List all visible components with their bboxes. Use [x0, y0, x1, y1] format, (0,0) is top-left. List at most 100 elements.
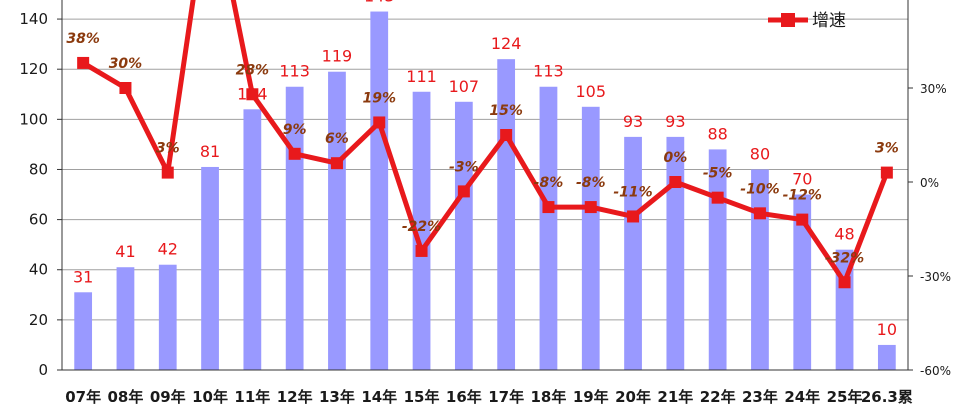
- bar: [74, 292, 93, 370]
- growth-marker: [330, 157, 343, 170]
- growth-marker: [711, 191, 724, 204]
- x-tick-label: 12年: [277, 388, 313, 406]
- x-tick-label: 09年: [150, 388, 186, 406]
- growth-label: 15%: [489, 103, 523, 119]
- growth-labels: 38% 30% 3% 28% 9% 6% 19% -22% -3% 15% -8% -8% -11% 0%…: [66, 31, 898, 266]
- growth-marker: [161, 166, 174, 179]
- bar: [624, 136, 642, 370]
- y-right-tick-label: -30%: [920, 270, 951, 284]
- axes: 0 20 40 60 80 100 120 140 -60% -30% 0% 30% 07年 08年 09年…: [19, 0, 951, 406]
- x-tick-label: 17年: [488, 388, 524, 406]
- bar-value-label: 10: [877, 320, 897, 339]
- gridlines: [62, 18, 908, 321]
- bar: [581, 106, 600, 371]
- x-tick-label: 21年: [657, 388, 693, 406]
- growth-label: -10%: [740, 181, 779, 197]
- bar: [412, 91, 431, 370]
- growth-marker: [542, 201, 555, 214]
- x-tick-label: 18年: [531, 388, 567, 406]
- x-tick-label: 11年: [234, 388, 270, 406]
- growth-marker: [838, 276, 851, 289]
- y-left-tick-label: 0: [38, 361, 48, 379]
- bar-value-label: 88: [707, 124, 727, 143]
- bar-value-label: 93: [623, 112, 643, 131]
- growth-label: -11%: [613, 184, 652, 200]
- bar-value-label: 80: [750, 144, 770, 163]
- bar: [243, 109, 262, 370]
- bar: [539, 86, 558, 370]
- legend-label: 增速: [812, 11, 846, 31]
- x-tick-label: 24年: [784, 388, 820, 406]
- growth-marker: [373, 116, 386, 129]
- bar: [201, 166, 219, 370]
- x-tick-label: 25年: [827, 388, 863, 406]
- bar-value-labels: 3141428110411311914311110712411310593938…: [73, 0, 897, 339]
- growth-line: [81, 0, 890, 285]
- bar: [116, 267, 135, 370]
- bar-value-label: 105: [575, 82, 606, 101]
- growth-label: 0%: [663, 150, 687, 166]
- growth-label: 3%: [156, 141, 180, 157]
- legend: 增速: [768, 11, 846, 31]
- growth-label: 30%: [109, 56, 143, 72]
- growth-marker: [288, 147, 301, 160]
- growth-label: 38%: [66, 31, 100, 47]
- x-tick-label: 20年: [615, 388, 651, 406]
- y-left-tick-label: 40: [29, 261, 48, 279]
- growth-label: -5%: [703, 166, 733, 182]
- y-left-tick-label: 80: [29, 160, 48, 178]
- x-tick-label: 10年: [192, 388, 228, 406]
- y-left-tick-label: 20: [29, 311, 48, 329]
- bar-value-label: 113: [533, 62, 564, 81]
- y-left-tick-label: 120: [19, 60, 48, 78]
- bar-value-label: 48: [834, 225, 854, 244]
- growth-marker: [796, 213, 809, 226]
- x-tick-label: 08年: [108, 388, 144, 406]
- growth-label: 9%: [283, 122, 307, 138]
- growth-label: -22%: [402, 219, 441, 235]
- bar-value-label: 113: [279, 62, 310, 81]
- growth-marker: [880, 166, 893, 179]
- bar-value-label: 107: [449, 77, 480, 96]
- growth-marker: [584, 201, 597, 214]
- bar: [158, 264, 177, 370]
- bar-value-label: 41: [115, 242, 135, 261]
- bar: [708, 149, 727, 370]
- growth-marker: [669, 176, 682, 188]
- growth-label: -32%: [825, 250, 864, 266]
- x-tick-label: 19年: [573, 388, 609, 406]
- growth-marker: [627, 210, 640, 223]
- growth-marker: [415, 244, 428, 257]
- bar-value-label: 93: [665, 112, 685, 131]
- growth-label: 19%: [362, 90, 396, 106]
- growth-marker: [500, 129, 513, 141]
- growth-label: -8%: [534, 175, 564, 191]
- growth-marker: [753, 207, 766, 220]
- bar: [370, 11, 389, 371]
- bar: [454, 101, 473, 370]
- bar: [666, 136, 685, 370]
- bar: [877, 344, 896, 370]
- y-right-tick-label: 30%: [920, 82, 947, 96]
- growth-label: -12%: [783, 188, 822, 204]
- growth-marker: [246, 88, 259, 101]
- y-left-tick-label: 100: [19, 110, 48, 128]
- bar: [328, 71, 346, 370]
- growth-marker: [119, 82, 132, 94]
- growth-label: 28%: [236, 62, 270, 78]
- growth-label: 3%: [875, 141, 899, 157]
- bar-value-label: 143: [364, 0, 395, 6]
- x-tick-label: 26.3累: [861, 388, 913, 406]
- bar-value-label: 31: [73, 267, 93, 286]
- growth-marker: [77, 56, 90, 69]
- growth-marker: [457, 185, 470, 198]
- bar-value-label: 124: [491, 34, 522, 53]
- x-tick-label: 07年: [65, 388, 101, 406]
- x-tick-label: 14年: [361, 388, 397, 406]
- y-right-tick-label: -60%: [920, 364, 951, 378]
- growth-label: 6%: [325, 131, 349, 147]
- y-left-tick-label: 140: [19, 10, 48, 28]
- bar-value-label: 70: [792, 170, 812, 189]
- x-tick-label: 22年: [700, 388, 736, 406]
